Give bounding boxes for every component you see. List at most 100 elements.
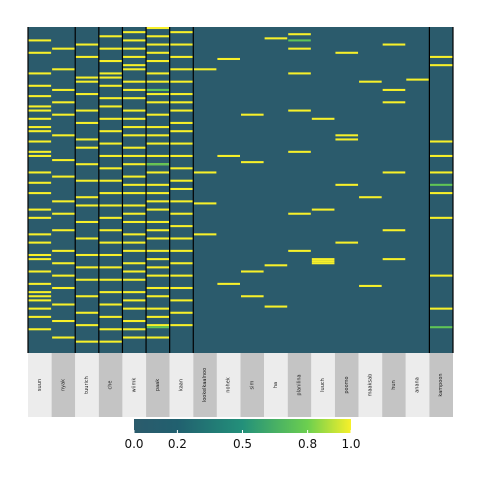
heatmap-cell — [122, 163, 146, 166]
heatmap-cell — [382, 258, 406, 261]
heatmap-cell — [99, 154, 122, 157]
legend-tick-label: 0.0 — [124, 437, 143, 451]
heatmap-cell — [99, 84, 122, 87]
heatmap-cell — [146, 315, 170, 318]
heatmap-cell — [146, 171, 170, 174]
heatmap-cell — [122, 299, 146, 302]
heatmap-cell — [99, 204, 122, 207]
heatmap-cell — [99, 47, 122, 50]
heatmap-cell — [99, 76, 122, 79]
heatmap-cell — [28, 171, 52, 174]
column-label: anana — [415, 377, 421, 393]
heatmap-cell — [99, 291, 122, 294]
heatmap-cell — [193, 171, 217, 174]
heatmap-cell — [28, 39, 52, 42]
heatmap-cell — [170, 179, 193, 182]
heatmap-cell — [264, 305, 288, 308]
heatmap-cell — [217, 57, 240, 61]
heatmap-cell — [241, 161, 264, 164]
heatmap-cell — [241, 270, 264, 273]
heatmap-background — [28, 27, 453, 353]
heatmap-cell — [406, 78, 429, 81]
column-label-band — [98, 353, 123, 417]
heatmap-cell — [122, 328, 146, 331]
column-label: luuch — [320, 378, 326, 392]
heatmap-cell — [122, 204, 146, 207]
heatmap-cell — [170, 262, 193, 265]
heatmap-cell — [146, 295, 170, 298]
heatmap-cell — [99, 179, 122, 182]
heatmap-cell — [75, 76, 99, 79]
heatmap-cell — [99, 97, 122, 100]
heatmap-cell — [170, 121, 193, 124]
heatmap-cell — [75, 340, 99, 343]
column-label-bands — [28, 353, 453, 417]
heatmap-cell — [52, 319, 75, 323]
heatmap-cell — [75, 253, 99, 257]
heatmap-cell — [99, 60, 122, 63]
heatmap-cell — [28, 307, 52, 310]
heatmap-cell — [52, 336, 75, 339]
heatmap-cell — [170, 249, 193, 252]
heatmap-cell — [288, 72, 311, 75]
heatmap-cell — [146, 208, 170, 211]
heatmap-cell — [146, 142, 170, 145]
heatmap-cell — [335, 51, 359, 54]
heatmap-cell — [170, 101, 193, 104]
color-legend-ticks: 0.0 0.2 0.5 0.8 1.0 — [124, 430, 361, 451]
heatmap-cell — [28, 291, 52, 294]
heatmap-cell — [99, 72, 122, 75]
column-label: tuurich — [84, 376, 90, 394]
heatmap-cell — [311, 260, 335, 263]
heatmap-cell — [122, 241, 146, 244]
heatmap-cell — [429, 216, 453, 219]
heatmap-cell — [52, 68, 75, 71]
heatmap-cell — [146, 200, 170, 203]
heatmap-cell — [359, 196, 382, 199]
heatmap-cell — [170, 274, 193, 277]
heatmap-cell — [52, 200, 75, 203]
heatmap-cell — [122, 183, 146, 186]
heatmap-cell — [122, 31, 146, 34]
heatmap-cell — [311, 117, 335, 120]
heatmap-cell — [288, 109, 311, 112]
heatmap-cell — [99, 35, 122, 38]
column-label: nohek — [226, 377, 232, 392]
heatmap-cell — [75, 220, 99, 224]
heatmap-cell — [122, 154, 146, 157]
heatmap-cell — [170, 80, 193, 83]
heatmap-cell — [99, 117, 122, 120]
heatmap-cell — [170, 225, 193, 228]
heatmap-cell — [288, 39, 311, 42]
heatmap-cell — [146, 286, 170, 290]
heatmap-cell — [28, 328, 52, 331]
heatmap-cell — [170, 142, 193, 145]
heatmap-cell — [359, 284, 382, 287]
legend-tick-label: 1.0 — [341, 437, 360, 451]
column-label: paak — [155, 379, 161, 391]
column-labels: suun nyak tuurich che wiimk paak kaan lookelkaa… — [37, 368, 444, 402]
heatmap-cell — [28, 299, 52, 302]
column-label-band — [264, 353, 288, 417]
heatmap-cell — [52, 212, 75, 215]
heatmap-cell — [146, 220, 170, 224]
column-label: nyak — [60, 379, 66, 391]
heatmap-cell — [28, 216, 52, 219]
heatmap-cell — [146, 134, 170, 137]
heatmap-cell — [217, 282, 240, 285]
heatmap-cell — [52, 101, 75, 104]
legend-tick-label: 0.8 — [298, 437, 317, 451]
color-legend-bar — [134, 419, 351, 433]
heatmap-cell — [75, 93, 99, 96]
heatmap-cell — [99, 105, 122, 108]
column-label-band — [429, 353, 453, 417]
heatmap-cell — [335, 241, 359, 244]
heatmap-cell — [28, 154, 52, 157]
legend-tick-label: 0.5 — [233, 437, 252, 451]
heatmap-cell — [75, 109, 99, 112]
heatmap-cell — [122, 47, 146, 50]
heatmap-cell — [122, 278, 146, 281]
heatmap-cell — [429, 154, 453, 157]
heatmap-cell — [382, 229, 406, 232]
heatmap-cell — [99, 315, 122, 318]
